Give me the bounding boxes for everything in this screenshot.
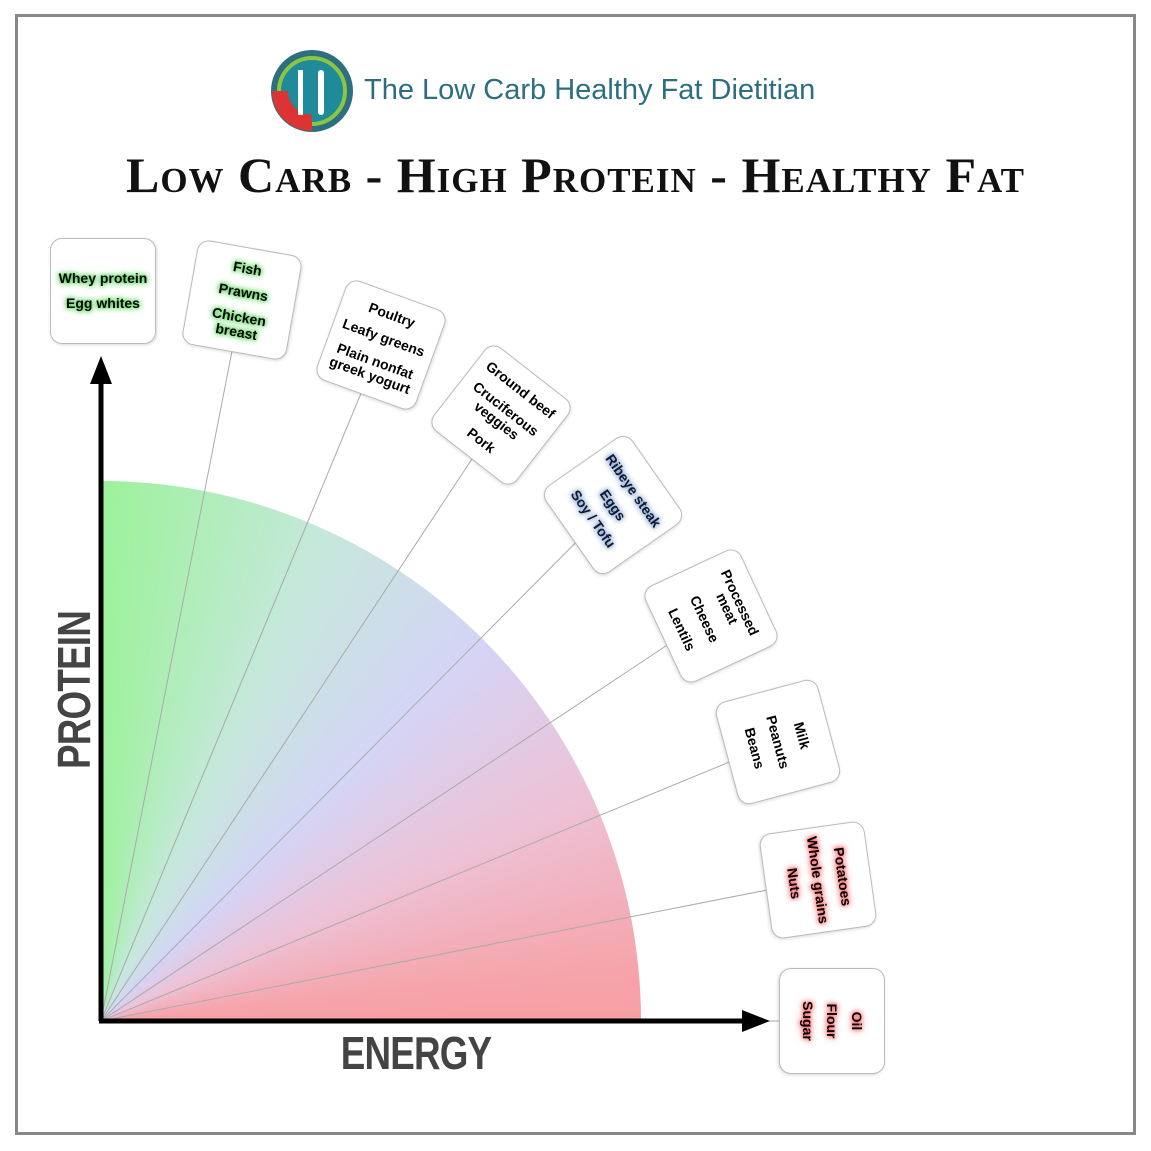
y-arrow [90, 356, 112, 384]
x-axis-label: ENERGY [340, 1027, 492, 1079]
x-arrow [742, 1010, 770, 1032]
food-item: Pork [464, 424, 499, 456]
food-item: Oil [849, 1011, 866, 1031]
food-item: Milk [790, 720, 814, 751]
connector [100, 458, 473, 1022]
connector [100, 761, 731, 1022]
food-item: Chicken breast [210, 304, 268, 343]
title: Low Carb - High Protein - Healthy Fat [125, 147, 1026, 203]
food-item: Cruciferous veggies [469, 378, 542, 443]
food-item: Potatoes [830, 846, 855, 907]
connector [100, 350, 233, 1022]
connector [100, 644, 668, 1022]
food-item: Whole grains [804, 835, 833, 925]
frame [15, 14, 1136, 1135]
logo-fork [298, 70, 303, 115]
food-box: Fish Prawns Chicken breast [180, 238, 304, 362]
food-item: Sugar [799, 1001, 816, 1041]
brand: The Low Carb Healthy Fat Dietitian [364, 74, 816, 106]
y-axis-label: PROTEIN [48, 611, 100, 769]
connector [100, 392, 362, 1022]
food-item: Prawns [217, 280, 270, 305]
food-item: Fish [232, 257, 264, 279]
food-box: Oil Flour Sugar [779, 968, 885, 1074]
food-box: Potatoes Whole grains Nuts [758, 820, 878, 940]
food-item: Nuts [783, 866, 804, 900]
food-box: Whey protein Egg whites [50, 238, 156, 344]
food-item: Egg whites [66, 295, 140, 311]
food-item: Flour [824, 1003, 841, 1039]
connector [100, 541, 577, 1022]
food-item: Peanuts [763, 713, 794, 771]
food-item: Beans [741, 725, 768, 771]
connector [100, 889, 768, 1022]
logo-knife [318, 70, 324, 115]
food-item: Whey protein [58, 270, 148, 287]
logo-red [272, 91, 312, 131]
